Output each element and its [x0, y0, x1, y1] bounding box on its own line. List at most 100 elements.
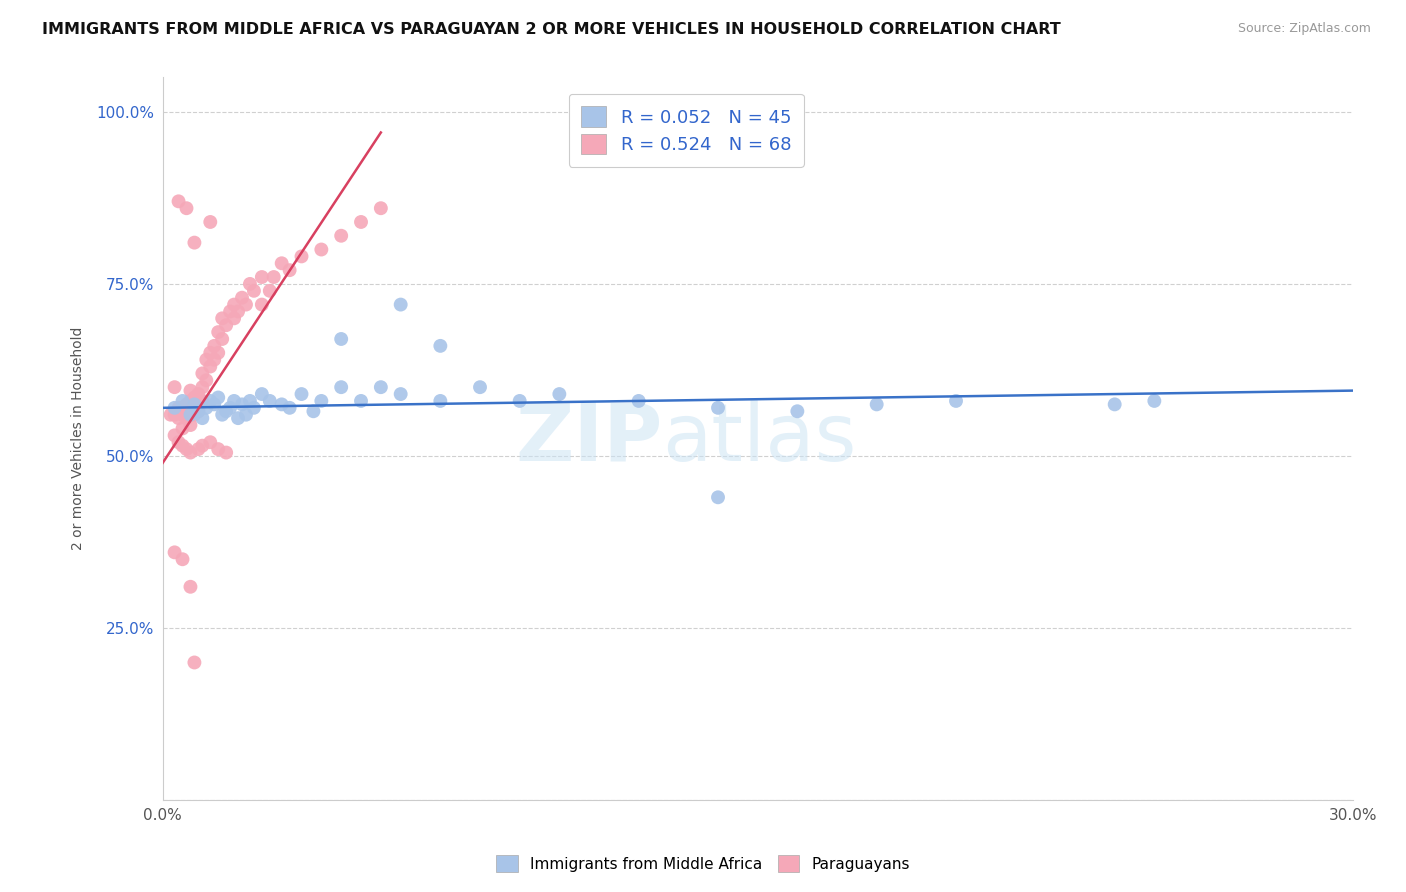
Point	[200, 393, 222, 408]
Point	[1104, 397, 1126, 411]
Point	[179, 580, 201, 594]
Point	[172, 408, 194, 422]
Point	[187, 404, 209, 418]
Point	[207, 345, 229, 359]
Point	[866, 397, 889, 411]
Point	[183, 235, 205, 250]
Point	[195, 352, 218, 367]
Point	[167, 411, 190, 425]
Point	[259, 393, 281, 408]
Point	[159, 408, 181, 422]
Point	[311, 243, 333, 257]
Legend: Immigrants from Middle Africa, Paraguayans: Immigrants from Middle Africa, Paraguaya…	[489, 847, 917, 880]
Point	[179, 393, 201, 408]
Point	[195, 373, 218, 387]
Point	[250, 297, 273, 311]
Point	[207, 391, 229, 405]
Point	[707, 401, 730, 415]
Point	[163, 401, 186, 415]
Point	[211, 311, 233, 326]
Point	[191, 439, 214, 453]
Point	[179, 445, 201, 459]
Point	[200, 359, 222, 374]
Point	[215, 445, 238, 459]
Point	[226, 304, 249, 318]
Text: Source: ZipAtlas.com: Source: ZipAtlas.com	[1237, 22, 1371, 36]
Point	[167, 194, 190, 209]
Point	[195, 401, 218, 415]
Point	[167, 435, 190, 450]
Point	[239, 393, 262, 408]
Point	[191, 380, 214, 394]
Point	[259, 284, 281, 298]
Point	[786, 404, 808, 418]
Point	[250, 387, 273, 401]
Point	[509, 393, 531, 408]
Point	[191, 393, 214, 408]
Point	[311, 393, 333, 408]
Point	[202, 339, 225, 353]
Point	[200, 345, 222, 359]
Point	[163, 545, 186, 559]
Text: IMMIGRANTS FROM MIDDLE AFRICA VS PARAGUAYAN 2 OR MORE VEHICLES IN HOUSEHOLD CORR: IMMIGRANTS FROM MIDDLE AFRICA VS PARAGUA…	[42, 22, 1062, 37]
Point	[176, 397, 198, 411]
Point	[330, 380, 353, 394]
Point	[176, 201, 198, 215]
Point	[270, 256, 292, 270]
Point	[389, 297, 412, 311]
Point	[243, 401, 266, 415]
Point	[270, 397, 292, 411]
Point	[172, 421, 194, 435]
Point	[172, 393, 194, 408]
Point	[370, 380, 392, 394]
Point	[222, 297, 245, 311]
Point	[302, 404, 325, 418]
Text: ZIP: ZIP	[515, 400, 662, 478]
Point	[215, 404, 238, 418]
Point	[330, 332, 353, 346]
Point	[243, 284, 266, 298]
Point	[207, 442, 229, 456]
Point	[239, 277, 262, 291]
Point	[176, 442, 198, 456]
Point	[263, 270, 285, 285]
Point	[350, 393, 373, 408]
Point	[235, 408, 257, 422]
Point	[191, 367, 214, 381]
Point	[219, 304, 242, 318]
Point	[330, 228, 353, 243]
Point	[429, 339, 451, 353]
Point	[163, 380, 186, 394]
Point	[250, 270, 273, 285]
Legend: R = 0.052   N = 45, R = 0.524   N = 68: R = 0.052 N = 45, R = 0.524 N = 68	[568, 94, 804, 167]
Point	[290, 387, 312, 401]
Point	[200, 435, 222, 450]
Point	[202, 352, 225, 367]
Point	[219, 401, 242, 415]
Point	[231, 291, 253, 305]
Point	[163, 428, 186, 442]
Point	[183, 397, 205, 411]
Text: atlas: atlas	[662, 400, 856, 478]
Point	[211, 408, 233, 422]
Point	[370, 201, 392, 215]
Point	[707, 491, 730, 505]
Y-axis label: 2 or more Vehicles in Household: 2 or more Vehicles in Household	[72, 327, 86, 550]
Point	[183, 408, 205, 422]
Point	[222, 311, 245, 326]
Point	[167, 401, 190, 415]
Point	[187, 387, 209, 401]
Point	[202, 397, 225, 411]
Point	[187, 442, 209, 456]
Point	[350, 215, 373, 229]
Point	[200, 215, 222, 229]
Point	[226, 411, 249, 425]
Point	[187, 404, 209, 418]
Point	[211, 332, 233, 346]
Point	[222, 393, 245, 408]
Point	[945, 393, 967, 408]
Point	[389, 387, 412, 401]
Point	[176, 411, 198, 425]
Point	[278, 263, 301, 277]
Point	[172, 439, 194, 453]
